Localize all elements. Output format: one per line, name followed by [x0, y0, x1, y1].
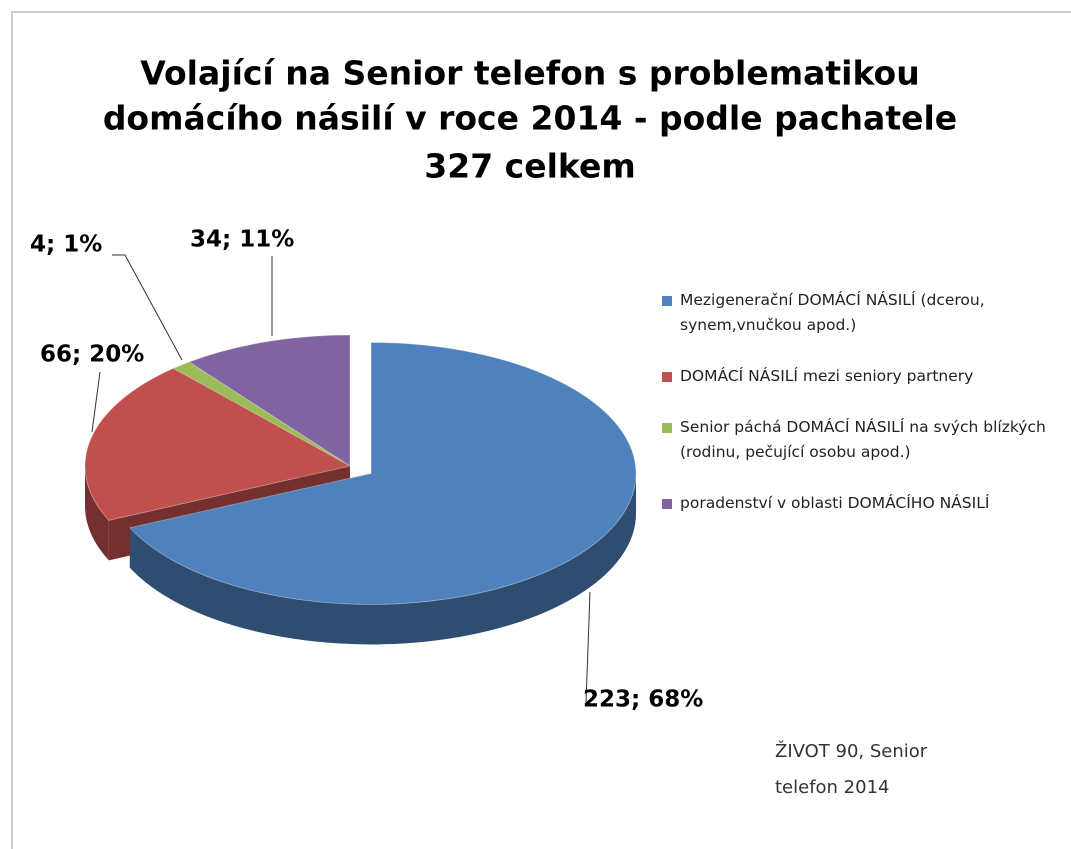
- legend-item: Mezigenerační DOMÁCÍ NÁSILÍ (dcerou, syn…: [662, 288, 1062, 338]
- chart-subtitle: 327 celkem: [424, 147, 635, 186]
- slice-side: [129, 473, 637, 645]
- legend-swatch: [662, 499, 672, 509]
- data-label: 66; 20%: [40, 342, 144, 368]
- slice-side: [85, 466, 109, 561]
- slice: [172, 361, 351, 467]
- source-note: ŽIVOT 90, Senior: [775, 740, 928, 762]
- frame: [11, 11, 1071, 849]
- source-note: telefon 2014: [775, 777, 890, 798]
- slice: [128, 341, 637, 605]
- legend-item: poradenství v oblasti DOMÁCÍHO NÁSILÍ: [662, 491, 1062, 516]
- legend-label: DOMÁCÍ NÁSILÍ mezi seniory partnery: [680, 367, 974, 385]
- data-label: 223; 68%: [583, 687, 703, 713]
- chart-title: Volající na Senior telefon s problematik…: [140, 54, 919, 93]
- legend-item: Senior páchá DOMÁCÍ NÁSILÍ na svých blíz…: [662, 415, 1062, 465]
- legend-label: Senior páchá DOMÁCÍ NÁSILÍ na svých blíz…: [680, 418, 1046, 461]
- leader-line: [91, 371, 101, 433]
- legend-swatch: [662, 372, 672, 382]
- legend-item: DOMÁCÍ NÁSILÍ mezi seniory partnery: [662, 364, 1062, 389]
- leader-line: [585, 591, 591, 704]
- legend-label: poradenství v oblasti DOMÁCÍHO NÁSILÍ: [680, 494, 990, 512]
- data-label: 4; 1%: [30, 232, 102, 258]
- legend-swatch: [662, 423, 672, 433]
- leader-line: [112, 254, 183, 361]
- legend-label: Mezigenerační DOMÁCÍ NÁSILÍ (dcerou, syn…: [680, 291, 985, 334]
- legend-swatch: [662, 296, 672, 306]
- data-label: 34; 11%: [190, 227, 294, 253]
- legend: Mezigenerační DOMÁCÍ NÁSILÍ (dcerou, syn…: [662, 288, 1062, 542]
- slice: [84, 367, 352, 521]
- chart-title: domácího násilí v roce 2014 - podle pach…: [103, 99, 957, 138]
- slice: [187, 334, 351, 467]
